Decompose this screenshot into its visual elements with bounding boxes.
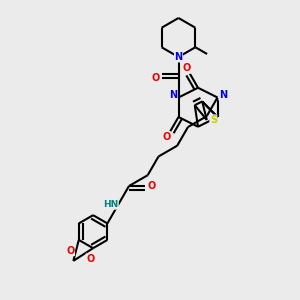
Text: HN: HN <box>103 200 118 209</box>
Text: N: N <box>169 90 177 100</box>
Text: N: N <box>174 52 183 62</box>
Text: O: O <box>151 73 160 83</box>
Text: O: O <box>66 246 75 256</box>
Text: N: N <box>219 90 227 100</box>
Text: S: S <box>210 115 217 125</box>
Text: O: O <box>183 63 191 73</box>
Text: O: O <box>163 132 171 142</box>
Text: O: O <box>148 181 156 191</box>
Text: O: O <box>86 254 94 264</box>
